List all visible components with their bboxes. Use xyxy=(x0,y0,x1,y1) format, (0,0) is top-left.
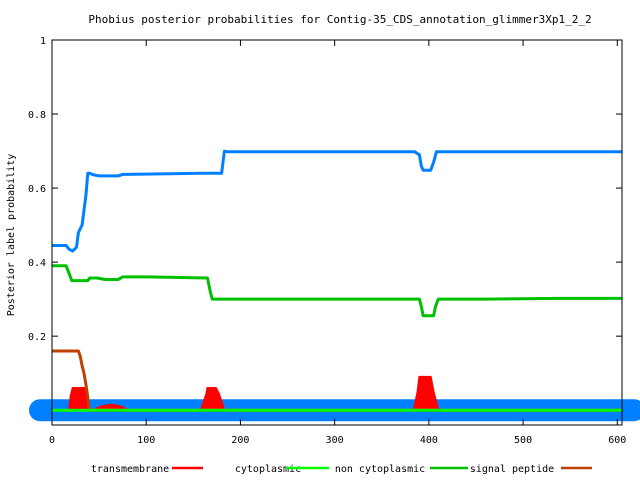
plot-series xyxy=(52,149,622,412)
y-tick-label: 0.6 xyxy=(28,184,46,195)
y-tick-label: 0.8 xyxy=(28,110,46,121)
legend-label: transmembrane xyxy=(91,464,169,475)
x-tick-label: 200 xyxy=(231,435,249,446)
x-tick-label: 100 xyxy=(137,435,155,446)
y-axis-label: Posterior label probability xyxy=(6,154,17,317)
y-tick-label: 0.2 xyxy=(28,332,46,343)
legend-label: non cytoplasmic xyxy=(335,464,425,475)
legend-label: cytoplasmic xyxy=(235,464,301,475)
x-tick-label: 400 xyxy=(420,435,438,446)
plot-frame xyxy=(51,39,623,426)
x-tick-label: 500 xyxy=(514,435,532,446)
y-axis-ticks: 0.2 0.4 0.6 0.8 1 xyxy=(28,36,622,343)
y-tick-label: 0.4 xyxy=(28,258,46,269)
series-signal-peptide-c04000-line xyxy=(52,349,622,412)
chart-title: Phobius posterior probabilities for Cont… xyxy=(88,13,591,26)
x-tick-label: 600 xyxy=(608,435,626,446)
series-signal-peptide-0080ff-line xyxy=(52,149,622,253)
x-axis-ticks: 0 100 200 300 400 500 600 xyxy=(49,40,626,446)
y-tick-label: 1 xyxy=(40,36,46,47)
x-tick-label: 300 xyxy=(326,435,344,446)
legend-label: signal peptide xyxy=(470,464,554,475)
x-tick-label: 0 xyxy=(49,435,55,446)
series-non-cytoplasmic-00c000-line xyxy=(52,264,622,318)
legend: transmembrane cytoplasmic non cytoplasmic s… xyxy=(91,464,592,475)
